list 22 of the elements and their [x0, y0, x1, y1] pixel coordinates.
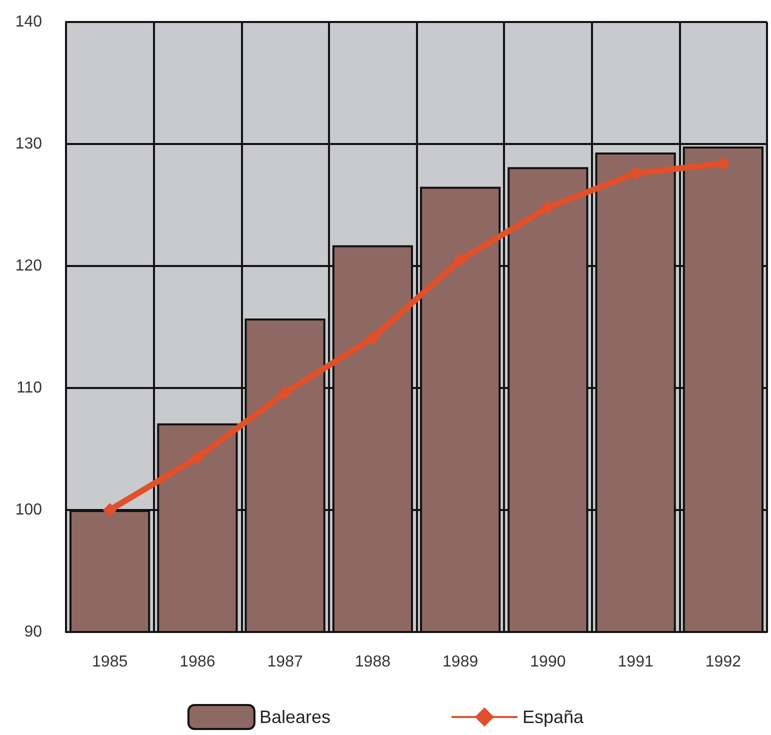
- x-tick-label: 1988: [354, 654, 391, 670]
- x-tick-label: 1989: [442, 654, 478, 670]
- y-tick-label: 140: [15, 14, 42, 30]
- point: [278, 386, 292, 400]
- x-tick-label: 1991: [618, 654, 654, 670]
- point: [102, 503, 117, 517]
- point: [453, 252, 468, 267]
- point: [540, 200, 555, 214]
- x-tick-label: 1987: [267, 654, 303, 670]
- x-tick-label: 1992: [705, 654, 742, 670]
- y-tick-label: 130: [15, 136, 42, 152]
- point: [190, 450, 204, 465]
- x-tick-label: 1990: [530, 654, 566, 670]
- legend-label: Baleares: [259, 707, 330, 727]
- point: [366, 330, 380, 345]
- y-tick-label: 100: [15, 502, 42, 518]
- x-tick-label: 1986: [180, 654, 216, 670]
- legend-label: España: [522, 707, 585, 727]
- y-tick-label: 90: [24, 624, 42, 640]
- y-tick-label: 120: [15, 258, 42, 274]
- x-tick-label: 1985: [92, 654, 128, 670]
- y-tick-label: 110: [16, 380, 42, 396]
